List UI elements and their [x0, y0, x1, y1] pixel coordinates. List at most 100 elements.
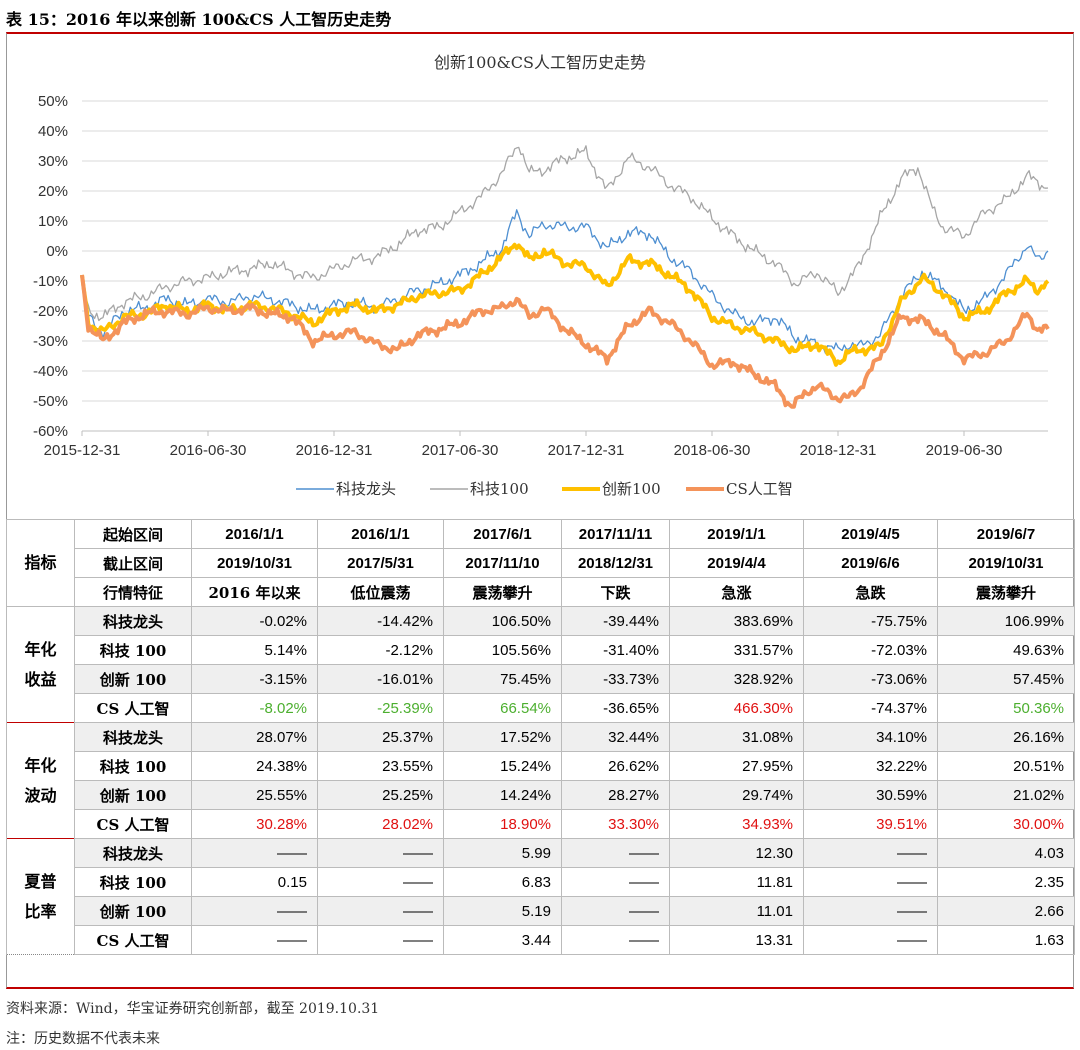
market-feature: 震荡攀升 — [937, 577, 1075, 607]
table-cell: -33.73% — [561, 664, 670, 694]
table-cell: 30.00% — [937, 809, 1075, 839]
table-cell: —— — [561, 896, 670, 926]
x-tick-label: 2017-12-31 — [548, 442, 625, 459]
table-cell: -31.40% — [561, 635, 670, 665]
table-cell: 328.92% — [669, 664, 804, 694]
table-cell: 26.62% — [561, 751, 670, 781]
x-tick-label: 2015-12-31 — [44, 442, 121, 459]
x-tick-label: 2016-12-31 — [296, 442, 373, 459]
start-date: 2019/1/1 — [669, 519, 804, 549]
table-cell: -8.02% — [191, 693, 318, 723]
table-cell: 25.37% — [317, 722, 444, 752]
table-cell: —— — [317, 867, 444, 897]
table-cell: 5.14% — [191, 635, 318, 665]
row-label: CS 人工智 — [74, 693, 192, 723]
y-tick-label: -50% — [33, 393, 68, 410]
row-label: 科技 100 — [74, 635, 192, 665]
row-label: 科技龙头 — [74, 722, 192, 752]
x-tick-label: 2017-06-30 — [422, 442, 499, 459]
table-cell: 106.50% — [443, 606, 562, 636]
y-tick-label: 40% — [38, 123, 68, 140]
y-tick-label: -20% — [33, 303, 68, 320]
table-cell: -16.01% — [317, 664, 444, 694]
table-cell: —— — [561, 838, 670, 868]
row-label: 科技龙头 — [74, 606, 192, 636]
x-tick-label: 2019-06-30 — [926, 442, 1003, 459]
table-cell: 4.03 — [937, 838, 1075, 868]
table-cell: 57.45% — [937, 664, 1075, 694]
table-cell: -74.37% — [803, 693, 938, 723]
y-tick-label: 10% — [38, 213, 68, 230]
table-cell: 2.66 — [937, 896, 1075, 926]
end-date: 2019/10/31 — [937, 548, 1075, 578]
table-cell: 30.28% — [191, 809, 318, 839]
table-cell: —— — [803, 867, 938, 897]
table-cell: 383.69% — [669, 606, 804, 636]
row-label: 科技 100 — [74, 867, 192, 897]
market-feature: 震荡攀升 — [443, 577, 562, 607]
group-label: 夏普比率 — [6, 838, 75, 955]
table-cell: 20.51% — [937, 751, 1075, 781]
legend-label: CS人工智 — [726, 480, 793, 498]
series-line-1 — [81, 209, 1049, 354]
table-cell: 5.19 — [443, 896, 562, 926]
start-date: 2017/11/11 — [561, 519, 670, 549]
table-cell: 24.38% — [191, 751, 318, 781]
table-cell: 11.01 — [669, 896, 804, 926]
market-feature: 下跌 — [561, 577, 670, 607]
table-cell: 32.44% — [561, 722, 670, 752]
table-cell: 3.44 — [443, 925, 562, 955]
table-cell: 50.36% — [937, 693, 1075, 723]
table-cell: 0.15 — [191, 867, 318, 897]
table-cell: —— — [803, 838, 938, 868]
market-feature: 急跌 — [803, 577, 938, 607]
y-tick-label: 0% — [46, 243, 68, 260]
legend-label: 科技龙头 — [336, 480, 396, 498]
table-row: 科技 100 0.15 —— 6.83 —— 11.81 —— 2.35 — [7, 867, 1075, 897]
table-cell: 14.24% — [443, 780, 562, 810]
y-tick-label: 50% — [38, 93, 68, 110]
legend-label: 创新100 — [602, 480, 661, 498]
header-row-label: 起始区间 — [74, 519, 192, 549]
header-row: 行情特征 2016 年以来 低位震荡 震荡攀升 下跌 急涨 急跌 震荡攀升 — [7, 577, 1075, 607]
header-row-label: 截止区间 — [74, 548, 192, 578]
table-cell: —— — [191, 925, 318, 955]
y-tick-label: -40% — [33, 363, 68, 380]
line-chart: 创新100&CS人工智历史走势 50% 40% 30% 20% 10% 0% -10% -20%… — [33, 53, 1050, 498]
market-feature: 低位震荡 — [317, 577, 444, 607]
end-date: 2019/4/4 — [669, 548, 804, 578]
disclaimer-note: 注：历史数据不代表未来 — [6, 1031, 160, 1047]
table-cell: —— — [317, 925, 444, 955]
x-tick-label: 2018-12-31 — [800, 442, 877, 459]
table-cell: -0.02% — [191, 606, 318, 636]
series-line-2 — [81, 145, 1049, 322]
start-date: 2019/6/7 — [937, 519, 1075, 549]
table-cell: 6.83 — [443, 867, 562, 897]
table-cell: 28.02% — [317, 809, 444, 839]
table-cell: —— — [561, 867, 670, 897]
table-cell: -2.12% — [317, 635, 444, 665]
table-cell: 49.63% — [937, 635, 1075, 665]
header-row: 截止区间 2019/10/31 2017/5/31 2017/11/10 2018/12… — [7, 548, 1075, 578]
table-cell: -39.44% — [561, 606, 670, 636]
table-cell: -75.75% — [803, 606, 938, 636]
end-date: 2019/6/6 — [803, 548, 938, 578]
table-cell: -73.06% — [803, 664, 938, 694]
start-date: 2016/1/1 — [191, 519, 318, 549]
table-cell: 106.99% — [937, 606, 1075, 636]
table-cell: 66.54% — [443, 693, 562, 723]
table-cell: 13.31 — [669, 925, 804, 955]
group-label-metric: 指标 — [6, 519, 75, 607]
series-line-4 — [80, 274, 1050, 409]
table-row: 年化收益 科技龙头 -0.02% -14.42% 106.50% -39.44% 383.6… — [6, 606, 1075, 723]
table-heading: 表 15：2016 年以来创新 100&CS 人工智历史走势 — [6, 10, 392, 29]
table-cell: 29.74% — [669, 780, 804, 810]
y-tick-label: -60% — [33, 423, 68, 440]
header-row-label: 行情特征 — [74, 577, 192, 607]
row-label: CS 人工智 — [74, 925, 192, 955]
y-tick-label: 30% — [38, 153, 68, 170]
market-feature: 2016 年以来 — [191, 577, 318, 607]
table-cell: 11.81 — [669, 867, 804, 897]
market-feature: 急涨 — [669, 577, 804, 607]
table-cell: 466.30% — [669, 693, 804, 723]
